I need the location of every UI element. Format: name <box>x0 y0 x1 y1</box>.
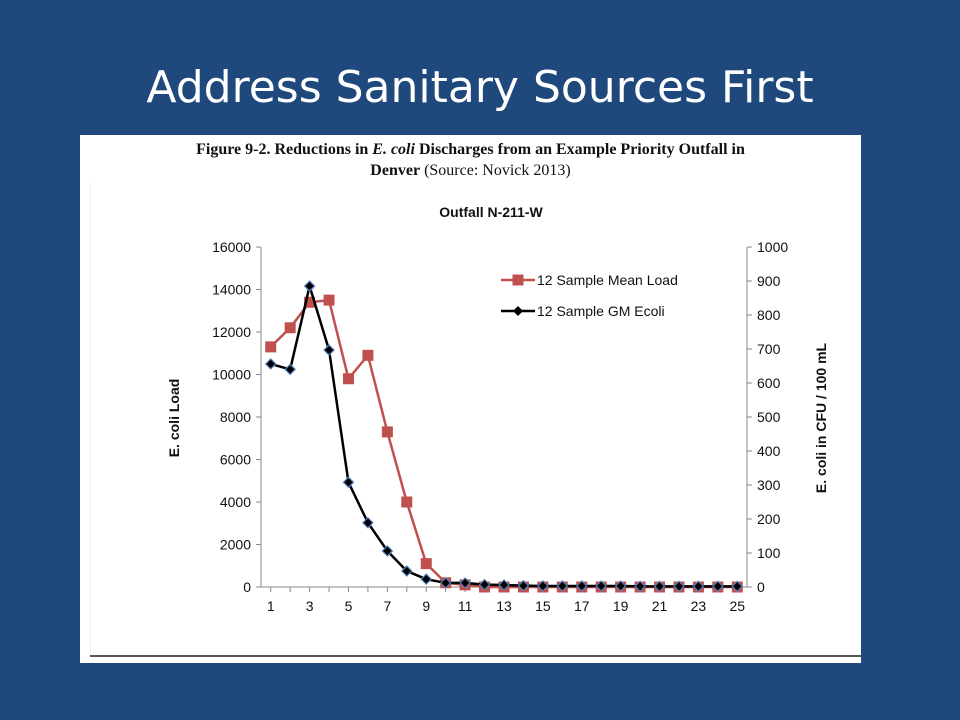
legend-label-1: 12 Sample Mean Load <box>537 272 678 288</box>
data-point-gm-ecoli <box>614 580 627 592</box>
legend-marker-diamond <box>513 306 523 316</box>
series-line-1 <box>269 298 738 589</box>
data-point-gm-ecoli <box>284 363 297 376</box>
x-tick-label: 7 <box>383 598 391 614</box>
slide-title: Address Sanitary Sources First <box>146 62 814 113</box>
data-point-gm-ecoli <box>459 577 471 589</box>
data-point-mean-load <box>304 296 316 308</box>
series-line-2 <box>270 281 738 588</box>
x-tick-label: 3 <box>306 598 314 614</box>
y2-tick-label: 500 <box>757 409 781 425</box>
legend-marker-square <box>512 274 524 286</box>
y-tick-label: 0 <box>243 579 251 595</box>
y2-tick-label: 600 <box>757 375 781 391</box>
y-tick-label: 8000 <box>220 409 251 425</box>
y2-tick-label: 200 <box>757 511 781 527</box>
plot-area <box>264 280 744 593</box>
data-point-mean-load <box>401 496 413 508</box>
data-point-gm-ecoli <box>711 580 724 593</box>
chart-title: Outfall N-211-W <box>439 204 543 220</box>
y-tick-label: 14000 <box>212 282 251 298</box>
data-point-gm-ecoli <box>439 577 452 589</box>
data-point-gm-ecoli <box>692 580 705 593</box>
divider <box>90 655 861 657</box>
data-point-gm-ecoli <box>362 516 374 529</box>
data-point-gm-ecoli <box>420 573 433 586</box>
data-point-gm-ecoli <box>478 578 491 591</box>
y-tick-label: 12000 <box>212 324 251 340</box>
data-point-gm-ecoli <box>731 580 744 593</box>
y2-tick-label: 400 <box>757 443 781 459</box>
data-point-mean-load <box>362 349 374 361</box>
y2-tick-label: 0 <box>757 579 765 595</box>
y2-tick-label: 300 <box>757 477 781 493</box>
x-tick-label: 11 <box>458 598 473 614</box>
chart-area: Outfall N-211-W E. coli Load E. coli in … <box>90 183 854 655</box>
x-tick-label: 23 <box>691 598 707 614</box>
chart-svg: Outfall N-211-W E. coli Load E. coli in … <box>166 204 829 614</box>
y-tick-label: 2000 <box>220 537 251 553</box>
x-tick-label: 19 <box>613 598 629 614</box>
caption-denver: Denver <box>370 162 421 179</box>
data-point-gm-ecoli <box>303 280 316 292</box>
data-point-mean-load <box>265 341 277 353</box>
data-point-gm-ecoli <box>537 580 549 592</box>
x-tick-label: 1 <box>267 598 275 614</box>
axes: 0 2000 4000 6000 8000 10000 12000 14000 16000 0 10… <box>212 239 788 614</box>
data-point-gm-ecoli <box>323 344 335 356</box>
y2-tick-label: 1000 <box>757 239 788 255</box>
y2-tick-label: 100 <box>757 545 781 561</box>
data-point-gm-ecoli <box>400 565 413 577</box>
data-point-gm-ecoli <box>634 580 646 593</box>
y2-tick-label: 800 <box>757 307 781 323</box>
x-tick-label: 15 <box>535 598 551 614</box>
caption-text-a: Figure 9-2. Reductions in <box>196 141 373 158</box>
y-tick-label: 6000 <box>220 452 251 468</box>
data-point-gm-ecoli <box>673 580 685 593</box>
data-point-gm-ecoli <box>517 579 530 592</box>
y-tick-label: 16000 <box>212 239 251 255</box>
x-tick-label: 13 <box>496 598 512 614</box>
figure-panel: Figure 9-2. Reductions in E. coli Discha… <box>80 135 861 663</box>
data-point-gm-ecoli <box>575 580 588 592</box>
data-point-mean-load <box>342 373 354 385</box>
x-tick-label: 9 <box>422 598 430 614</box>
data-point-gm-ecoli <box>264 358 277 370</box>
data-point-mean-load <box>420 558 432 570</box>
data-point-gm-ecoli <box>595 580 608 592</box>
data-point-gm-ecoli <box>556 580 569 592</box>
caption-italic-ecoli: E. coli <box>372 141 415 158</box>
x-tick-label: 17 <box>574 598 590 614</box>
data-point-gm-ecoli <box>342 476 355 489</box>
figure-caption: Figure 9-2. Reductions in E. coli Discha… <box>80 139 861 181</box>
data-point-mean-load <box>323 294 335 306</box>
legend-label-2: 12 Sample GM Ecoli <box>537 303 665 319</box>
data-point-mean-load <box>284 322 296 334</box>
y-axis-label: E. coli Load <box>166 379 182 458</box>
caption-source: (Source: Novick 2013) <box>420 162 571 179</box>
data-point-mean-load <box>381 426 393 438</box>
legend: 12 Sample Mean Load 12 Sample GM Ecoli <box>501 272 678 319</box>
x-tick-label: 25 <box>729 598 745 614</box>
x-tick-label: 21 <box>652 598 668 614</box>
caption-text-b: Discharges from an Example Priority Outf… <box>414 141 745 158</box>
data-point-gm-ecoli <box>653 580 666 593</box>
y2-axis-label: E. coli in CFU / 100 mL <box>813 342 829 493</box>
data-point-gm-ecoli <box>498 579 510 591</box>
x-tick-label: 5 <box>345 598 353 614</box>
y2-tick-label: 700 <box>757 341 781 357</box>
y2-tick-label: 900 <box>757 273 781 289</box>
y-tick-label: 4000 <box>220 494 251 510</box>
data-point-gm-ecoli <box>381 545 394 557</box>
y-tick-label: 10000 <box>212 367 251 383</box>
